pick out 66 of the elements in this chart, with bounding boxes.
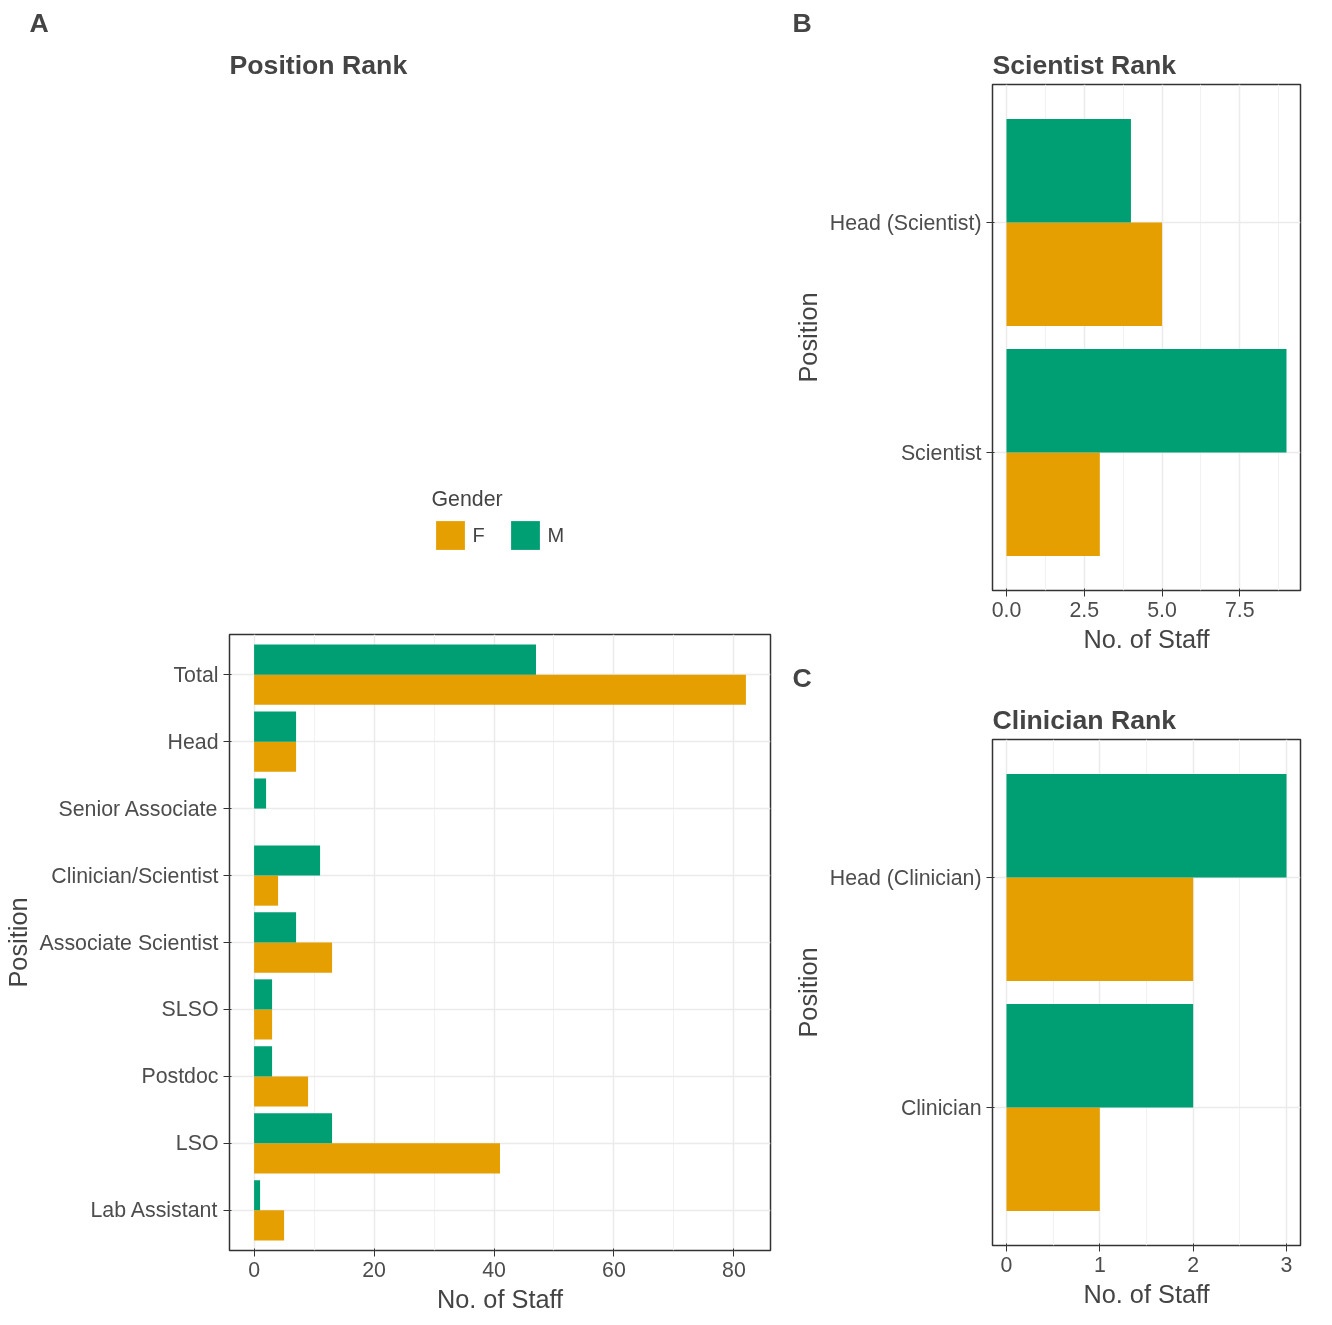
bar xyxy=(254,1046,273,1077)
x-tick-label: 5.0 xyxy=(1147,597,1178,622)
y-tick-label: Postdoc xyxy=(141,1064,219,1089)
y-tick-label: Scientist xyxy=(900,440,982,465)
y-tick-label: Associate Scientist xyxy=(39,930,219,955)
bar xyxy=(254,778,267,809)
y-tick-label: Clinician/Scientist xyxy=(51,863,219,888)
bar xyxy=(254,845,321,876)
chart-title: Clinician Rank xyxy=(992,704,1177,735)
x-tick-label: 7.5 xyxy=(1225,597,1255,622)
bar xyxy=(1006,222,1163,326)
bar xyxy=(254,674,746,705)
bar xyxy=(254,1113,333,1144)
y-tick-label: Head (Scientist) xyxy=(829,210,982,235)
y-tick-label: SLSO xyxy=(161,997,219,1022)
x-tick-label: 2 xyxy=(1187,1252,1200,1277)
bar xyxy=(1006,1004,1194,1108)
bar xyxy=(254,1143,500,1174)
bar xyxy=(254,644,536,675)
bar xyxy=(254,1076,309,1107)
text: B xyxy=(792,7,812,38)
x-axis-title: No. of Staff xyxy=(1083,1279,1211,1308)
bar xyxy=(254,979,273,1010)
bar xyxy=(1006,877,1194,981)
bar xyxy=(254,875,279,906)
bar xyxy=(1006,1107,1100,1211)
bar xyxy=(254,942,333,973)
bar xyxy=(254,711,297,742)
x-tick-label: 20 xyxy=(362,1257,387,1282)
y-tick-label: Head xyxy=(167,729,219,754)
legend-label: F xyxy=(472,523,486,547)
bar xyxy=(1006,452,1100,556)
bar xyxy=(254,912,297,943)
chart-title: Scientist Rank xyxy=(992,49,1177,80)
x-tick-label: 0 xyxy=(1000,1252,1013,1277)
x-tick-label: 40 xyxy=(482,1257,506,1282)
x-tick-label: 0 xyxy=(248,1257,261,1282)
bar xyxy=(1006,774,1287,878)
chart-title: Position Rank xyxy=(229,49,408,80)
bar xyxy=(1006,349,1287,453)
text: C xyxy=(792,662,812,693)
bar xyxy=(254,741,297,772)
text: A xyxy=(29,7,49,38)
bar xyxy=(254,1009,273,1040)
x-axis-title: No. of Staff xyxy=(436,1284,565,1313)
y-tick-label: Senior Associate xyxy=(58,796,218,821)
bar xyxy=(254,1180,261,1211)
bar xyxy=(1006,119,1131,223)
y-tick-label: Head (Clinician) xyxy=(829,865,982,890)
x-tick-label: 0.0 xyxy=(991,597,1022,622)
x-tick-label: 60 xyxy=(602,1257,626,1282)
x-tick-label: 2.5 xyxy=(1069,597,1100,622)
y-tick-label: Lab Assistant xyxy=(90,1198,218,1223)
y-tick-label: Total xyxy=(173,662,219,687)
y-axis-title: Position xyxy=(793,292,822,383)
y-axis-title: Position xyxy=(3,897,32,988)
x-tick-label: 1 xyxy=(1093,1252,1106,1277)
x-tick-label: 3 xyxy=(1280,1252,1293,1277)
x-axis-title: No. of Staff xyxy=(1083,624,1211,653)
bar xyxy=(254,1210,285,1241)
y-tick-label: Clinician xyxy=(900,1095,982,1120)
x-tick-label: 80 xyxy=(722,1257,746,1282)
y-axis-title: Position xyxy=(793,947,822,1038)
legend-title: Gender xyxy=(431,487,504,513)
y-tick-label: LSO xyxy=(175,1131,219,1156)
legend-label: M xyxy=(547,523,566,547)
